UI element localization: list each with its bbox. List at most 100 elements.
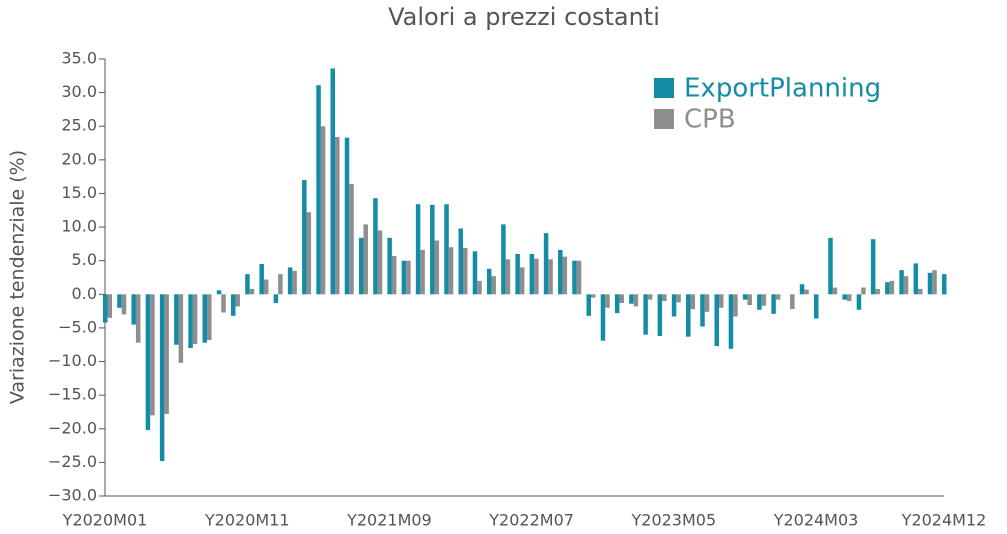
bar xyxy=(164,294,169,414)
y-tick-label: 25.0 xyxy=(61,116,97,135)
bar xyxy=(202,294,208,343)
bar xyxy=(306,212,312,295)
bar xyxy=(519,267,525,295)
bar xyxy=(643,294,648,335)
bar xyxy=(534,258,539,295)
bar xyxy=(671,294,677,317)
bar xyxy=(771,294,776,314)
bar xyxy=(216,290,222,295)
bar xyxy=(316,85,321,295)
bar xyxy=(207,294,212,341)
x-tick-label: Y2024M12 xyxy=(901,511,987,530)
bar xyxy=(700,294,705,327)
bar xyxy=(515,253,520,295)
y-tick-label: −15.0 xyxy=(48,385,97,404)
bar xyxy=(846,294,852,302)
bar xyxy=(292,270,297,295)
bar xyxy=(230,294,236,316)
bar xyxy=(145,294,151,431)
bar xyxy=(491,276,496,295)
legend-label: CPB xyxy=(684,105,736,135)
bar xyxy=(662,294,667,302)
bar xyxy=(828,237,833,295)
bar xyxy=(330,68,336,295)
bar xyxy=(842,294,847,300)
legend-swatch xyxy=(654,109,674,129)
bar xyxy=(278,274,283,295)
bar xyxy=(107,294,112,318)
bar xyxy=(590,294,596,298)
bar xyxy=(178,294,184,363)
bar xyxy=(633,294,639,307)
bar xyxy=(420,249,425,295)
bar xyxy=(761,294,767,306)
y-axis-label: Variazione tendenziale (%) xyxy=(7,150,29,404)
bar xyxy=(349,184,354,295)
bar xyxy=(273,294,279,304)
y-tick-label: 0.0 xyxy=(72,284,97,303)
bar xyxy=(406,260,411,295)
bar xyxy=(377,230,383,295)
bar xyxy=(221,294,226,313)
bar xyxy=(344,137,350,295)
bar xyxy=(775,294,781,300)
bar xyxy=(472,251,478,295)
bar xyxy=(647,294,653,300)
legend-swatch xyxy=(654,78,674,98)
bar xyxy=(714,294,719,347)
bar xyxy=(320,126,326,295)
bar xyxy=(558,249,563,295)
y-tick-label: 20.0 xyxy=(61,149,97,168)
bar xyxy=(676,294,681,303)
bar xyxy=(875,288,880,295)
bar xyxy=(444,204,449,295)
bar xyxy=(363,224,368,295)
bar xyxy=(728,294,734,349)
bar xyxy=(477,280,482,295)
bar xyxy=(562,256,568,295)
bar xyxy=(548,259,553,295)
bar xyxy=(387,237,392,295)
bar xyxy=(932,270,937,295)
bar xyxy=(742,294,748,300)
bar xyxy=(302,180,307,295)
bar xyxy=(117,294,122,308)
bar xyxy=(586,294,591,316)
bar xyxy=(657,294,663,336)
y-tick-label: −5.0 xyxy=(58,317,97,336)
y-tick-label: 10.0 xyxy=(61,217,97,236)
bar xyxy=(131,294,136,325)
y-tick-label: −10.0 xyxy=(48,351,97,370)
bar xyxy=(856,294,862,310)
bar xyxy=(448,247,454,295)
x-tick-label: Y2023M05 xyxy=(630,511,716,530)
x-tick-label: Y2021M09 xyxy=(346,511,432,530)
bar xyxy=(434,240,440,295)
bar xyxy=(799,284,805,295)
bar xyxy=(747,294,752,306)
bar xyxy=(188,294,193,349)
bar xyxy=(832,287,838,295)
y-tick-label: −25.0 xyxy=(48,452,97,471)
bar xyxy=(942,274,947,295)
x-tick-label: Y2022M07 xyxy=(488,511,574,530)
bar xyxy=(686,294,691,337)
bar xyxy=(174,294,179,345)
bar xyxy=(889,280,895,295)
bar xyxy=(913,263,919,295)
bar xyxy=(259,264,264,295)
bar xyxy=(505,259,511,295)
y-tick-label: −20.0 xyxy=(48,418,97,437)
bar xyxy=(245,274,250,295)
chart-title: Valori a prezzi costanti xyxy=(388,3,660,31)
bar xyxy=(899,270,904,295)
bar xyxy=(543,233,549,295)
bar xyxy=(927,272,933,295)
bar xyxy=(501,224,506,295)
x-tick-label: Y2024M03 xyxy=(773,511,859,530)
bar xyxy=(135,294,141,343)
legend-label: ExportPlanning xyxy=(684,74,881,104)
y-tick-label: 30.0 xyxy=(61,82,97,101)
bar xyxy=(733,294,738,317)
